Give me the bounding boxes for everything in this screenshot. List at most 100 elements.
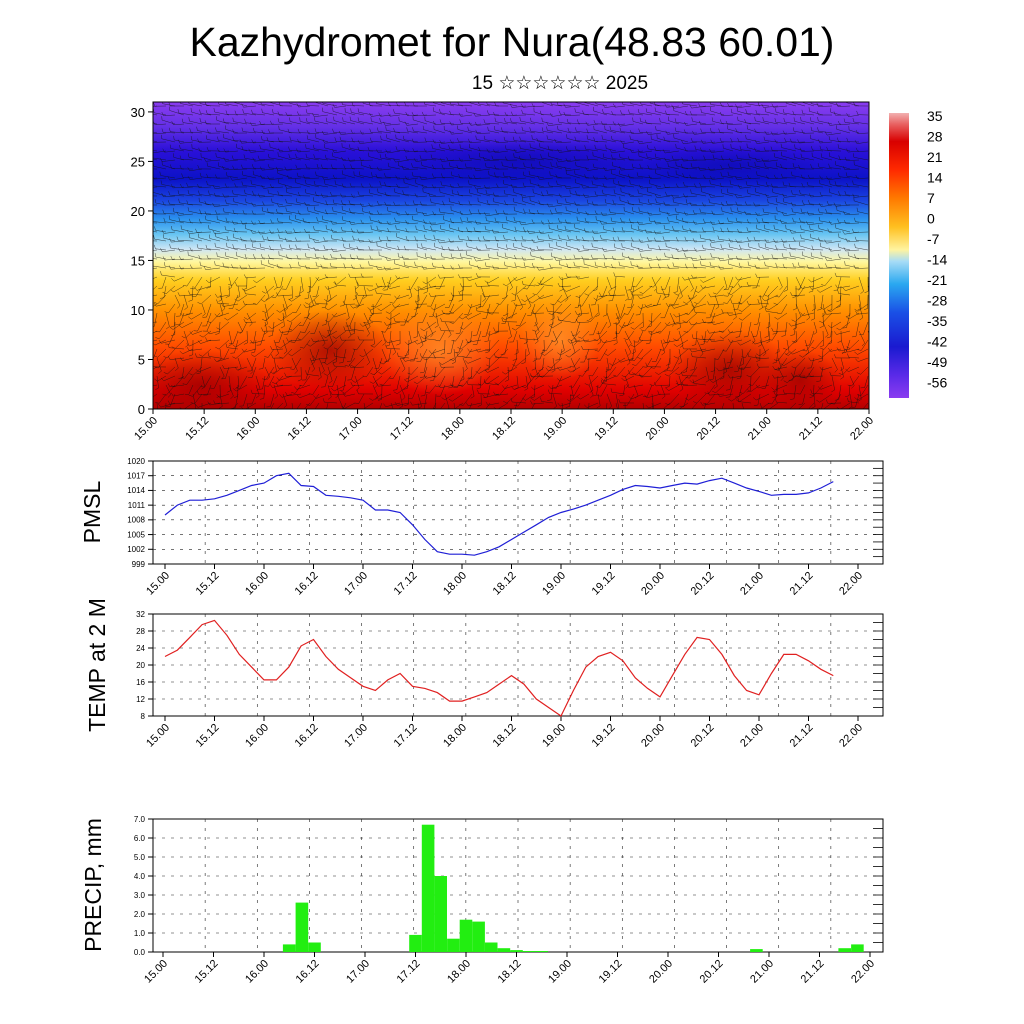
x-tick-label: 21.12	[788, 570, 816, 598]
x-tick-label: 15.00	[144, 722, 172, 750]
x-tick-label: 16.00	[243, 722, 271, 750]
x-tick-label: 20.12	[689, 722, 717, 750]
y-tick-label: 8	[141, 712, 146, 721]
x-tick-label: 21.00	[746, 415, 774, 443]
colorbar	[889, 113, 909, 398]
x-tick-label: 19.00	[541, 415, 569, 443]
x-tick-label: 18.12	[496, 958, 524, 986]
x-tick-label: 15.12	[194, 722, 222, 750]
heatmap-x-axis: 15.00 15.12 16.00 16.12 17.00 17.12 18.00 18.12…	[132, 409, 876, 443]
precip-bar	[421, 824, 435, 952]
temp-grid	[153, 613, 883, 717]
y-tick-label: 4.0	[134, 872, 146, 881]
x-tick-label: 21.00	[748, 958, 776, 986]
y-tick-label: 16	[136, 678, 145, 687]
x-tick-label: 15.00	[132, 415, 160, 443]
x-tick-label: 19.00	[546, 958, 574, 986]
pmsl-x-axis: 15.00 15.12 16.00 16.12 17.00 17.12 18.00 18.12…	[144, 564, 865, 598]
pmsl-frame	[152, 460, 884, 565]
y-tick-label: 1020	[127, 457, 145, 466]
colorbar-label: 7	[927, 190, 935, 206]
temp-series-line	[164, 619, 834, 717]
pmsl-ylabel: PMSL	[79, 480, 105, 543]
x-tick-label: 18.00	[441, 722, 469, 750]
y-tick-label: 30	[131, 105, 145, 120]
x-tick-label: 18.12	[490, 415, 518, 443]
temp-y-axis: 32 28 24 20 16 12 8	[136, 610, 153, 721]
colorbar-label: 28	[927, 129, 943, 145]
colorbar-label: 35	[927, 108, 943, 124]
x-tick-label: 17.00	[344, 958, 372, 986]
colorbar-label: -49	[927, 354, 947, 370]
x-tick-label: 21.12	[788, 722, 816, 750]
precip-bar	[851, 944, 864, 952]
y-tick-label: 7.0	[134, 815, 146, 824]
x-tick-label: 15.00	[144, 570, 172, 598]
y-tick-label: 32	[136, 610, 145, 619]
x-tick-label: 15.12	[183, 415, 211, 443]
precip-x-axis: 15.00 15.12 16.00 16.12 17.00 17.12 18.00 18.12…	[142, 952, 877, 986]
chart-subtitle: 15 ☆☆☆☆☆☆ 2025	[471, 73, 649, 94]
x-tick-label: 20.00	[647, 958, 675, 986]
x-tick-label: 17.00	[342, 722, 370, 750]
temp-ylabel: TEMP at 2 M	[84, 598, 110, 732]
x-tick-label: 19.12	[590, 722, 618, 750]
y-tick-label: 5	[138, 352, 145, 367]
y-tick-label: 20	[131, 204, 145, 219]
y-tick-label: 999	[132, 560, 146, 569]
y-tick-label: 1011	[128, 501, 146, 510]
pmsl-series-line	[164, 472, 834, 556]
x-tick-label: 22.00	[837, 570, 865, 598]
x-tick-label: 16.00	[234, 415, 262, 443]
x-tick-label: 18.00	[439, 415, 467, 443]
precip-bars	[282, 824, 864, 952]
colorbar-label: 0	[927, 211, 935, 227]
temp-frame	[152, 613, 884, 717]
y-tick-label: 10	[131, 303, 145, 318]
x-tick-label: 16.12	[293, 570, 321, 598]
precip-bar	[522, 951, 536, 952]
y-tick-label: 3.0	[134, 891, 146, 900]
precip-bar	[282, 944, 296, 952]
heatmap-panel: 0 5 10 15 20 25 30 15.00 15.12 16.00 16.12 17.00 17…	[131, 101, 947, 443]
x-tick-label: 16.12	[293, 722, 321, 750]
x-tick-label: 21.12	[799, 958, 827, 986]
y-tick-label: 5.0	[134, 853, 146, 862]
x-tick-label: 17.00	[337, 415, 365, 443]
x-tick-label: 20.12	[695, 415, 723, 443]
y-tick-label: 6.0	[134, 834, 146, 843]
x-tick-label: 22.00	[837, 722, 865, 750]
x-tick-label: 15.12	[194, 570, 222, 598]
precip-ylabel: PRECIP, mm	[80, 818, 106, 952]
x-tick-label: 16.12	[294, 958, 322, 986]
colorbar-label: -7	[927, 231, 940, 247]
temp-x-axis: 15.00 15.12 16.00 16.12 17.00 17.12 18.00 18.12…	[144, 716, 865, 750]
y-tick-label: 12	[136, 695, 145, 704]
colorbar-label: 14	[927, 170, 943, 186]
precip-bar	[409, 934, 422, 952]
x-tick-label: 20.00	[644, 415, 672, 443]
x-tick-label: 16.00	[243, 958, 271, 986]
x-tick-label: 17.00	[342, 570, 370, 598]
x-tick-label: 17.12	[395, 958, 423, 986]
precip-bar	[434, 876, 447, 952]
wind-barbs	[153, 102, 869, 409]
colorbar-label: 21	[927, 149, 943, 165]
x-tick-label: 21.00	[738, 722, 766, 750]
x-tick-label: 20.12	[689, 570, 717, 598]
heatmap-shading	[153, 140, 840, 409]
x-tick-label: 17.12	[392, 722, 420, 750]
y-tick-label: 1014	[127, 486, 145, 495]
heatmap-y-axis: 0 5 10 15 20 25 30	[131, 105, 153, 417]
precip-bar	[447, 938, 460, 952]
colorbar-labels: 35 28 21 14 7 0 -7 -14 -21 -28 -35 -42 -49 -56	[927, 108, 947, 391]
y-tick-label: 15	[131, 253, 145, 268]
x-tick-label: 16.12	[286, 415, 314, 443]
y-tick-label: 28	[136, 627, 145, 636]
precip-bar	[838, 948, 851, 952]
y-tick-label: 1017	[127, 472, 145, 481]
precip-bar	[750, 949, 763, 952]
